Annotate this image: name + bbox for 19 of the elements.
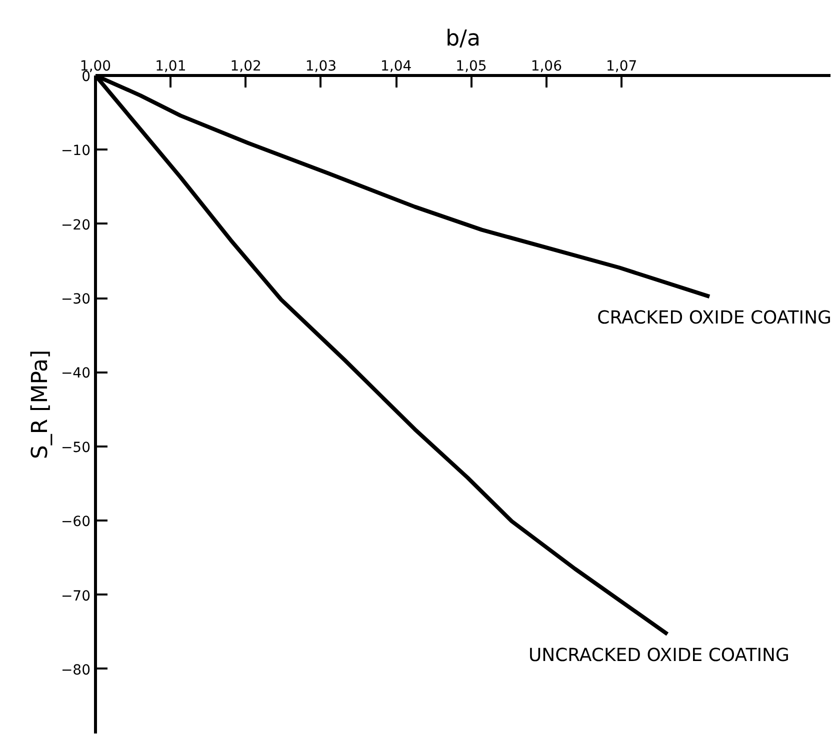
x-tick-label: 1,03 (305, 58, 337, 74)
x-tick-label: 1,01 (155, 58, 186, 74)
x-tick-label: 1,06 (530, 58, 562, 74)
x-tick-label: 1,07 (606, 58, 638, 74)
y-tick-label: −50 (60, 440, 90, 456)
y-tick-label: −80 (60, 662, 90, 678)
y-tick-label: −30 (60, 292, 90, 308)
y-tick-label: −10 (60, 143, 90, 160)
x-axis-title: b/a (446, 26, 480, 52)
x-tick-label: 1,05 (456, 58, 487, 74)
y-tick-label: −40 (60, 366, 90, 382)
y-tick-label: −20 (60, 217, 90, 234)
series-label: UNCRACKED OXIDE COATING (528, 645, 790, 666)
y-tick-label: −60 (60, 514, 90, 530)
y-axis-title: S_R [MPa] (28, 350, 53, 460)
x-tick-label: 1,04 (380, 58, 412, 74)
y-tick-label: −70 (60, 588, 90, 604)
series-label: CRACKED OXIDE COATING (597, 308, 832, 329)
x-tick-label: 1,02 (230, 58, 262, 74)
